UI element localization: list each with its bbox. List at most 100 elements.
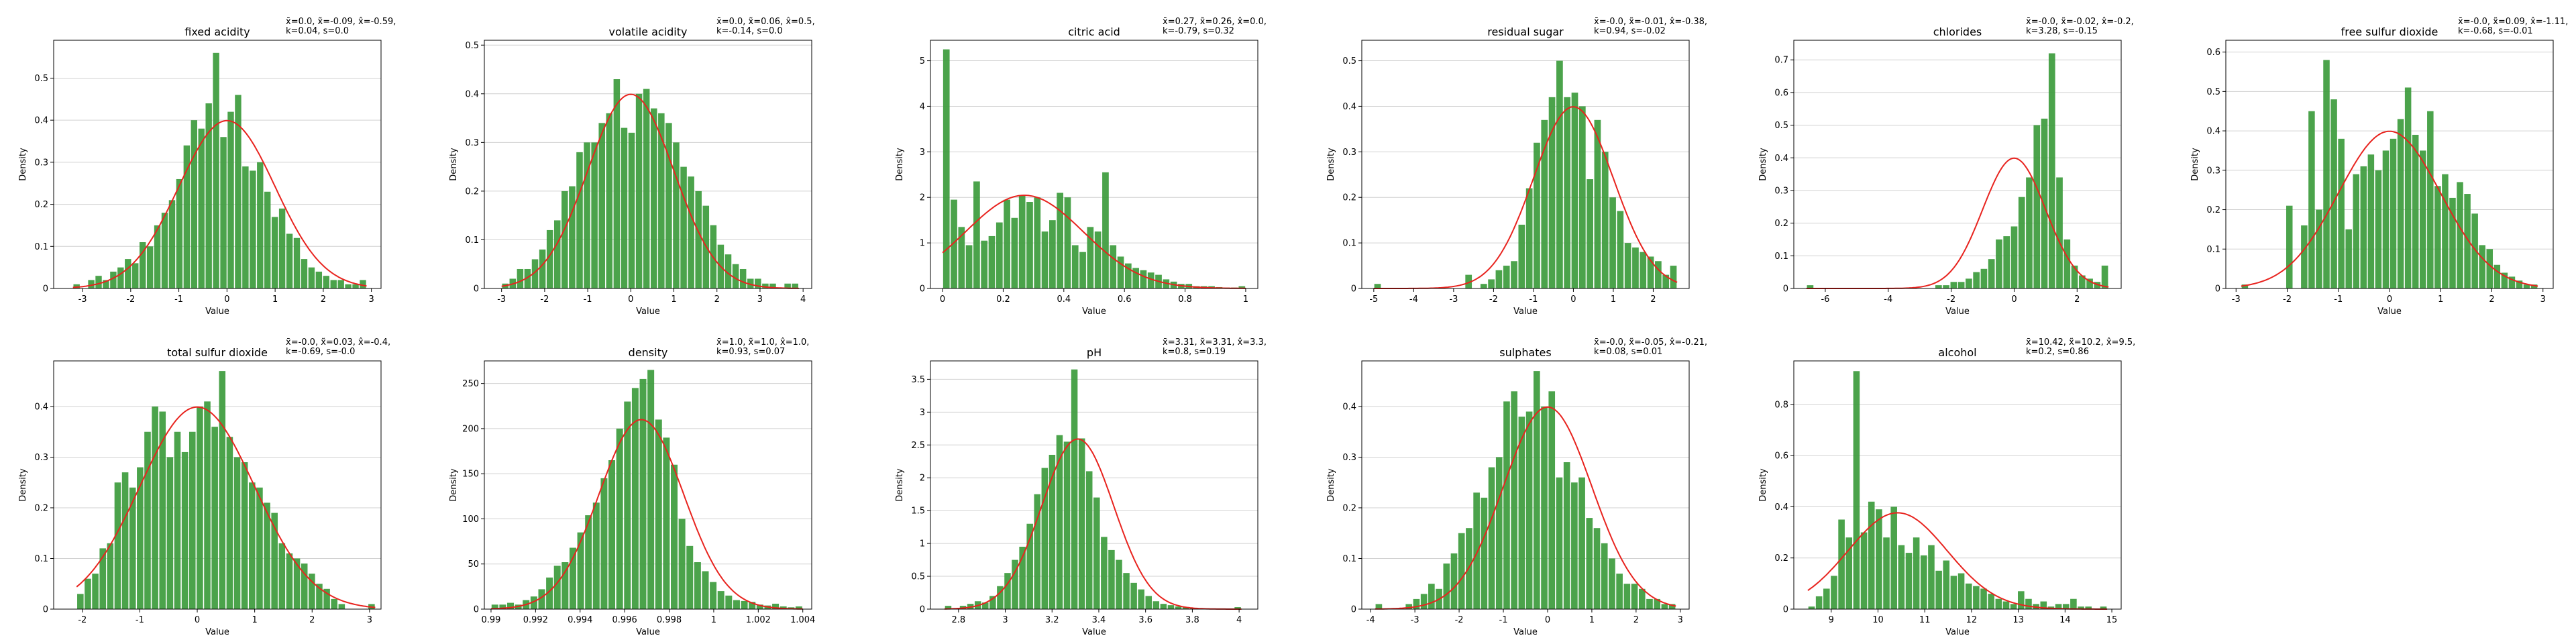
- chart-title: volatile acidity: [609, 25, 688, 38]
- x-tick-label: 0.998: [657, 615, 682, 625]
- x-axis-label: Value: [1082, 307, 1106, 317]
- histogram-bar: [1428, 584, 1435, 609]
- histogram-bar: [517, 268, 524, 288]
- y-axis-label: Density: [1758, 468, 1768, 502]
- x-tick-label: 2: [1633, 615, 1639, 625]
- histogram-bar: [1011, 217, 1018, 288]
- histogram-bar: [1913, 537, 1920, 609]
- histogram-bar: [2367, 154, 2375, 288]
- histogram-bar: [1057, 193, 1064, 288]
- axes-frame: [1793, 40, 2122, 289]
- histogram-bar: [1405, 604, 1413, 609]
- histogram-bar: [360, 280, 366, 288]
- y-tick-label: 0.4: [2206, 127, 2220, 137]
- x-tick-label: 2: [2489, 294, 2494, 305]
- histogram-bar: [1541, 119, 1548, 288]
- histogram-bar: [663, 437, 670, 609]
- y-tick-label: 0: [1783, 284, 1788, 294]
- histogram-bar: [1670, 266, 1677, 288]
- histogram-bar: [278, 208, 286, 288]
- normal-curve: [72, 119, 367, 288]
- histogram-bar: [1147, 272, 1155, 288]
- histogram-bar: [226, 437, 233, 609]
- histogram-bar: [1890, 506, 1897, 609]
- normal-curve: [2241, 130, 2538, 287]
- histogram-bar: [1160, 604, 1167, 609]
- y-tick-label: 0.2: [465, 186, 479, 197]
- histogram-panel: -2 -1 0 1 2 3 0 0.1 0.2 0.3 0.4 Value Density total s…: [18, 337, 390, 637]
- histogram-bar: [1571, 482, 1578, 609]
- y-tick-label: 0.5: [1774, 121, 1788, 131]
- y-tick-label: 5: [920, 56, 925, 66]
- histogram-bar: [678, 519, 686, 609]
- histogram-bar: [1511, 391, 1518, 609]
- x-tick-label: -2: [126, 294, 135, 305]
- y-tick-label: 0.8: [1774, 400, 1788, 410]
- x-tick-label: -1: [136, 615, 144, 625]
- histogram-bar: [1541, 406, 1548, 609]
- histogram-bar: [204, 401, 211, 609]
- normal-curve: [1375, 406, 1676, 610]
- histogram-bar: [1624, 243, 1631, 288]
- histogram-bar: [2308, 111, 2315, 288]
- y-tick-label: 1.5: [911, 506, 925, 517]
- histogram-bar: [2018, 591, 2025, 609]
- y-tick-label: 0.2: [2206, 205, 2220, 215]
- axes-frame: [53, 360, 382, 610]
- histogram-bar: [792, 283, 798, 288]
- histogram-bar: [1928, 545, 1935, 609]
- histogram-bar: [1548, 391, 1556, 609]
- histogram-bar: [725, 595, 733, 609]
- x-tick-label: -1: [1499, 615, 1508, 625]
- histogram-bar: [99, 548, 106, 609]
- axes-frame: [1361, 40, 1690, 289]
- histogram-bar: [129, 487, 136, 609]
- histogram-bar: [2085, 606, 2092, 609]
- histogram-bar: [1655, 261, 1662, 288]
- histogram-bar: [1034, 197, 1041, 288]
- histogram-bar: [491, 604, 498, 609]
- histogram-bar: [2316, 209, 2322, 288]
- histogram-bar: [264, 502, 270, 609]
- histogram-bar: [608, 460, 616, 609]
- y-tick-label: 0.1: [1342, 554, 1356, 564]
- histogram-bar: [2427, 111, 2434, 288]
- normal-curve: [501, 93, 799, 289]
- x-tick-label: -2: [78, 615, 87, 625]
- y-tick-label: 0: [474, 605, 479, 615]
- histogram-bar: [1973, 272, 1980, 288]
- normal-curve: [944, 438, 1242, 610]
- stats-annotation: k=0.93, s=0.07: [716, 347, 785, 357]
- y-tick-label: 0.7: [1774, 56, 1788, 66]
- y-tick-label: 200: [462, 424, 479, 434]
- y-tick-label: 0: [1351, 605, 1356, 615]
- histogram-bar: [1601, 543, 1608, 609]
- histogram-bar: [628, 132, 635, 288]
- y-tick-label: 0.1: [2206, 245, 2220, 255]
- histogram-bar: [2382, 150, 2390, 288]
- histogram-bar: [2486, 249, 2493, 288]
- histogram-bar: [945, 606, 952, 609]
- y-axis-label: Density: [18, 148, 28, 181]
- histogram-bar: [2033, 125, 2041, 288]
- histogram-bar: [293, 558, 301, 609]
- histogram-bar: [1578, 477, 1585, 609]
- y-tick-label: 0.3: [1774, 186, 1788, 196]
- histogram-bar: [330, 280, 337, 288]
- x-tick-label: 3.4: [1092, 615, 1106, 625]
- histogram-bar: [1661, 604, 1668, 609]
- histogram-bar: [1503, 401, 1510, 609]
- axes-frame: [484, 360, 812, 610]
- histogram-bar: [507, 602, 515, 609]
- histogram-bar: [92, 574, 99, 609]
- histogram-bar: [749, 602, 756, 609]
- histogram-bar: [943, 49, 950, 289]
- histogram-bar: [1012, 559, 1018, 609]
- normal-curve: [942, 195, 1246, 289]
- histogram-bar: [2086, 278, 2093, 288]
- y-tick-label: 0.4: [1342, 402, 1356, 412]
- normal-curve: [76, 406, 376, 608]
- histogram-bar: [658, 113, 665, 288]
- x-tick-label: -4: [1409, 294, 1418, 305]
- histogram-bar: [1853, 371, 1860, 609]
